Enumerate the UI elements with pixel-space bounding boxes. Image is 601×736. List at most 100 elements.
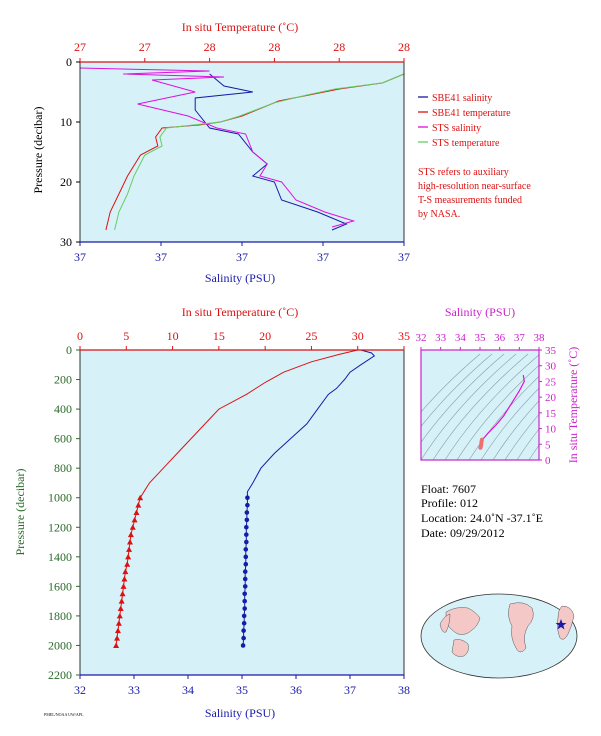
main-salinity-marker: [241, 635, 246, 641]
top-panel-salinity-axis-title: Salinity (PSU): [205, 271, 275, 285]
main-salinity-marker: [241, 628, 246, 633]
ts-panel-series: [478, 375, 525, 450]
ts-isopycnal: [577, 354, 601, 460]
main-salinity-marker: [241, 620, 247, 626]
ts-isopycnal: [421, 353, 517, 460]
main-panel-pressure-tick-label: 200: [54, 373, 72, 387]
ts-panel-temperature-axis-title: In situ Temperature (˚C): [566, 347, 580, 464]
main-temperature-marker: [133, 509, 140, 515]
main-temperature-marker: [126, 539, 133, 545]
legend-label-sbe-salinity: SBE41 salinity: [432, 93, 492, 104]
main-salinity-marker: [244, 524, 249, 530]
ts-deep-marker: [478, 445, 483, 450]
ts-isopycnal: [456, 364, 539, 460]
ts-salinity-tick-label: 33: [435, 332, 447, 344]
ts-temperature-tick-label: 0: [545, 455, 551, 467]
main-panel-pressure-tick-label: 1000: [48, 491, 72, 505]
main-temperature-marker: [118, 598, 125, 604]
main-temperature-marker: [121, 575, 128, 582]
ts-temperature-tick-label: 20: [545, 392, 557, 404]
main-panel-pressure-tick-label: 1400: [48, 550, 72, 564]
ts-isopycnal: [504, 413, 539, 460]
main-temperature-marker: [113, 642, 120, 648]
main-temperature-marker: [129, 524, 136, 530]
top-panel-pressure-tick-label: 20: [60, 175, 72, 189]
main-salinity-marker: [242, 606, 247, 611]
map-land-asia: [445, 607, 481, 635]
ts-temperature-tick-label: 25: [545, 376, 557, 388]
main-salinity-marker: [242, 576, 248, 582]
main-salinity-marker: [243, 561, 249, 567]
profile-number: Profile: 012: [421, 496, 478, 510]
main-panel-temperature-tick-label: 30: [352, 329, 364, 343]
main-temperature-marker: [135, 502, 142, 508]
ts-panel: 32 33 34 35 36 37 38 0 5 10 15 20 25 30 35 Salinity (P…: [416, 305, 601, 467]
top-panel-pressure-tick-label: 0: [66, 55, 72, 69]
main-panel-temperature-axis-title: In situ Temperature (˚C): [182, 305, 299, 319]
main-salinity-marker: [242, 584, 248, 589]
main-temperature-marker: [124, 561, 131, 567]
main-panel-salinity-tick-label: 38: [398, 683, 410, 697]
map-land-australia: [451, 639, 469, 657]
top-panel-salinity-tick-label: 37: [398, 250, 410, 264]
float-id: Float: 7607: [421, 482, 476, 496]
main-temperature-marker: [120, 583, 127, 589]
top-panel-temperature-tick-label: 28: [333, 40, 345, 54]
top-panel-temperature-tick-label: 28: [268, 40, 280, 54]
ts-salinity-tick-label: 37: [514, 332, 526, 344]
ts-temperature-tick-label: 5: [545, 439, 551, 451]
ts-salinity-tick-label: 32: [416, 332, 427, 344]
ts-isopycnal: [516, 428, 539, 460]
main-panel-temperature-tick-label: 10: [167, 329, 179, 343]
main-panel-pressure-tick-label: 0: [66, 343, 72, 357]
main-panel-temperature-tick-label: 25: [305, 329, 317, 343]
ts-series-t-s-profile: [481, 375, 525, 441]
ts-isopycnal: [432, 353, 529, 460]
main-temperature-marker: [125, 553, 132, 560]
map-land-americas: [508, 602, 534, 653]
ts-panel-salinity-axis-title: Salinity (PSU): [445, 305, 515, 319]
footer-credit: PMEL/NOAA UW/APL: [44, 712, 84, 717]
ts-salinity-tick-label: 38: [534, 332, 546, 344]
main-panel-pressure-tick-label: 1600: [48, 579, 72, 593]
main-panel-pressure-tick-label: 1800: [48, 609, 72, 623]
main-salinity-marker: [241, 613, 247, 619]
main-panel-salinity-tick-label: 33: [128, 683, 140, 697]
main-salinity-marker: [243, 547, 249, 552]
top-panel-background: [80, 62, 404, 242]
float-location-star-icon: [555, 619, 567, 630]
ts-panel-ticks: 32 33 34 35 36 37 38 0 5 10 15 20 25 30 35: [416, 332, 557, 467]
world-map: [420, 593, 578, 679]
main-salinity-marker: [244, 510, 250, 515]
ts-temperature-tick-label: 10: [545, 424, 557, 436]
main-panel-pressure-tick-label: 1200: [48, 520, 72, 534]
main-salinity-marker: [245, 502, 250, 508]
top-panel-salinity-tick-label: 37: [236, 250, 248, 264]
main-panel-temperature-tick-label: 0: [77, 329, 83, 343]
ts-isopycnal: [492, 400, 539, 460]
top-panel-ticks: 27 27 28 28 28 28 37 37 37 37 37 0 10 20 30: [60, 40, 410, 264]
top-panel-temperature-tick-label: 27: [139, 40, 151, 54]
main-temperature-marker: [115, 620, 122, 626]
main-series-sbe41-temperature: [115, 349, 358, 646]
main-salinity-marker: [242, 598, 247, 604]
ts-salinity-tick-label: 34: [455, 332, 467, 344]
top-panel-salinity-tick-label: 37: [317, 250, 329, 264]
main-panel-temperature-tick-label: 20: [259, 329, 271, 343]
ts-isopycnal: [480, 387, 539, 460]
main-panel-pressure-tick-label: 800: [54, 461, 72, 475]
main-temperature-marker: [137, 494, 144, 501]
main-temperature-marker: [127, 531, 134, 538]
note-line-3: T-S measurements funded: [418, 195, 522, 206]
main-panel-temperature-tick-label: 15: [213, 329, 225, 343]
main-panel-salinity-tick-label: 32: [74, 683, 86, 697]
legend-label-sbe-temperature: SBE41 temperature: [432, 108, 511, 119]
top-panel-temperature-tick-label: 28: [398, 40, 410, 54]
map-land-africa-west: [439, 613, 451, 633]
top-panel-salinity-tick-label: 37: [155, 250, 167, 264]
map-land-africa-europe: [557, 605, 575, 640]
ts-isopycnal: [421, 353, 493, 427]
ts-temperature-tick-label: 15: [545, 408, 557, 420]
top-panel: 27 27 28 28 28 28 37 37 37 37 37 0 10 20 30 In situ Te…: [31, 20, 410, 285]
top-series-sts-salinity: [79, 67, 356, 228]
